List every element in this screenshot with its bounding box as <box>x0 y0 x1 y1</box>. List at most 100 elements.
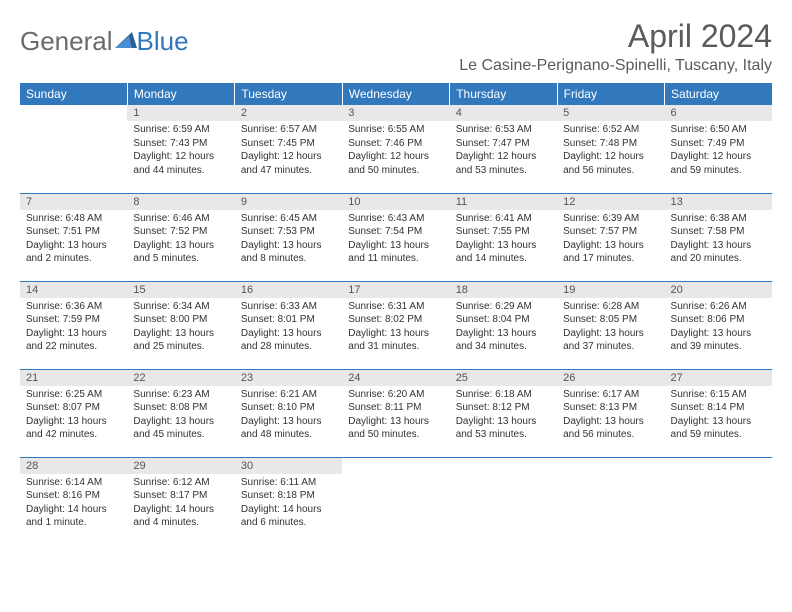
calendar-cell <box>20 105 127 193</box>
logo: General Blue <box>20 18 189 59</box>
day-number: 24 <box>342 370 449 386</box>
day-content: Sunrise: 6:52 AMSunset: 7:48 PMDaylight:… <box>557 121 664 181</box>
day-content: Sunrise: 6:36 AMSunset: 7:59 PMDaylight:… <box>20 298 127 358</box>
day-content: Sunrise: 6:34 AMSunset: 8:00 PMDaylight:… <box>127 298 234 358</box>
calendar-body: 1Sunrise: 6:59 AMSunset: 7:43 PMDaylight… <box>20 105 772 545</box>
day-number: 21 <box>20 370 127 386</box>
day-content: Sunrise: 6:41 AMSunset: 7:55 PMDaylight:… <box>450 210 557 270</box>
weekday-header: Friday <box>557 83 664 105</box>
day-number: 3 <box>342 105 449 121</box>
day-content: Sunrise: 6:48 AMSunset: 7:51 PMDaylight:… <box>20 210 127 270</box>
calendar-cell: 2Sunrise: 6:57 AMSunset: 7:45 PMDaylight… <box>235 105 342 193</box>
day-number: 6 <box>665 105 772 121</box>
calendar-cell: 26Sunrise: 6:17 AMSunset: 8:13 PMDayligh… <box>557 369 664 457</box>
calendar-cell: 7Sunrise: 6:48 AMSunset: 7:51 PMDaylight… <box>20 193 127 281</box>
day-content: Sunrise: 6:23 AMSunset: 8:08 PMDaylight:… <box>127 386 234 446</box>
calendar-cell: 21Sunrise: 6:25 AMSunset: 8:07 PMDayligh… <box>20 369 127 457</box>
day-number: 13 <box>665 194 772 210</box>
day-number: 19 <box>557 282 664 298</box>
calendar-cell <box>557 457 664 545</box>
calendar-cell: 17Sunrise: 6:31 AMSunset: 8:02 PMDayligh… <box>342 281 449 369</box>
logo-text-2: Blue <box>137 26 189 57</box>
calendar-cell: 12Sunrise: 6:39 AMSunset: 7:57 PMDayligh… <box>557 193 664 281</box>
day-content: Sunrise: 6:14 AMSunset: 8:16 PMDaylight:… <box>20 474 127 534</box>
calendar-cell: 29Sunrise: 6:12 AMSunset: 8:17 PMDayligh… <box>127 457 234 545</box>
day-number: 7 <box>20 194 127 210</box>
day-number: 23 <box>235 370 342 386</box>
day-content: Sunrise: 6:39 AMSunset: 7:57 PMDaylight:… <box>557 210 664 270</box>
calendar-cell <box>665 457 772 545</box>
weekday-header: Sunday <box>20 83 127 105</box>
calendar-cell: 14Sunrise: 6:36 AMSunset: 7:59 PMDayligh… <box>20 281 127 369</box>
calendar-cell: 22Sunrise: 6:23 AMSunset: 8:08 PMDayligh… <box>127 369 234 457</box>
day-number: 9 <box>235 194 342 210</box>
day-content: Sunrise: 6:15 AMSunset: 8:14 PMDaylight:… <box>665 386 772 446</box>
day-number: 12 <box>557 194 664 210</box>
calendar-cell: 15Sunrise: 6:34 AMSunset: 8:00 PMDayligh… <box>127 281 234 369</box>
day-content: Sunrise: 6:31 AMSunset: 8:02 PMDaylight:… <box>342 298 449 358</box>
day-content: Sunrise: 6:25 AMSunset: 8:07 PMDaylight:… <box>20 386 127 446</box>
logo-triangle-icon <box>115 24 137 55</box>
header: General Blue April 2024 Le Casine-Perign… <box>20 18 772 75</box>
day-content: Sunrise: 6:28 AMSunset: 8:05 PMDaylight:… <box>557 298 664 358</box>
day-content: Sunrise: 6:12 AMSunset: 8:17 PMDaylight:… <box>127 474 234 534</box>
calendar-cell: 30Sunrise: 6:11 AMSunset: 8:18 PMDayligh… <box>235 457 342 545</box>
day-number: 18 <box>450 282 557 298</box>
calendar-cell: 28Sunrise: 6:14 AMSunset: 8:16 PMDayligh… <box>20 457 127 545</box>
day-content: Sunrise: 6:59 AMSunset: 7:43 PMDaylight:… <box>127 121 234 181</box>
day-number: 30 <box>235 458 342 474</box>
day-number: 15 <box>127 282 234 298</box>
calendar-row: 14Sunrise: 6:36 AMSunset: 7:59 PMDayligh… <box>20 281 772 369</box>
calendar-row: 21Sunrise: 6:25 AMSunset: 8:07 PMDayligh… <box>20 369 772 457</box>
calendar-cell: 4Sunrise: 6:53 AMSunset: 7:47 PMDaylight… <box>450 105 557 193</box>
day-number: 4 <box>450 105 557 121</box>
calendar-table: SundayMondayTuesdayWednesdayThursdayFrid… <box>20 83 772 545</box>
day-content: Sunrise: 6:55 AMSunset: 7:46 PMDaylight:… <box>342 121 449 181</box>
day-content: Sunrise: 6:46 AMSunset: 7:52 PMDaylight:… <box>127 210 234 270</box>
calendar-cell: 3Sunrise: 6:55 AMSunset: 7:46 PMDaylight… <box>342 105 449 193</box>
day-number: 22 <box>127 370 234 386</box>
calendar-row: 1Sunrise: 6:59 AMSunset: 7:43 PMDaylight… <box>20 105 772 193</box>
day-content: Sunrise: 6:29 AMSunset: 8:04 PMDaylight:… <box>450 298 557 358</box>
day-number: 27 <box>665 370 772 386</box>
day-content: Sunrise: 6:17 AMSunset: 8:13 PMDaylight:… <box>557 386 664 446</box>
day-content: Sunrise: 6:20 AMSunset: 8:11 PMDaylight:… <box>342 386 449 446</box>
calendar-row: 28Sunrise: 6:14 AMSunset: 8:16 PMDayligh… <box>20 457 772 545</box>
day-content: Sunrise: 6:38 AMSunset: 7:58 PMDaylight:… <box>665 210 772 270</box>
day-number: 1 <box>127 105 234 121</box>
day-number: 28 <box>20 458 127 474</box>
calendar-cell <box>450 457 557 545</box>
calendar-row: 7Sunrise: 6:48 AMSunset: 7:51 PMDaylight… <box>20 193 772 281</box>
calendar-cell: 16Sunrise: 6:33 AMSunset: 8:01 PMDayligh… <box>235 281 342 369</box>
day-number: 29 <box>127 458 234 474</box>
title-block: April 2024 Le Casine-Perignano-Spinelli,… <box>459 18 772 75</box>
day-number: 11 <box>450 194 557 210</box>
calendar-cell: 5Sunrise: 6:52 AMSunset: 7:48 PMDaylight… <box>557 105 664 193</box>
calendar-cell: 10Sunrise: 6:43 AMSunset: 7:54 PMDayligh… <box>342 193 449 281</box>
weekday-header: Saturday <box>665 83 772 105</box>
day-number: 25 <box>450 370 557 386</box>
day-content: Sunrise: 6:21 AMSunset: 8:10 PMDaylight:… <box>235 386 342 446</box>
weekday-header: Tuesday <box>235 83 342 105</box>
calendar-cell: 24Sunrise: 6:20 AMSunset: 8:11 PMDayligh… <box>342 369 449 457</box>
day-content: Sunrise: 6:53 AMSunset: 7:47 PMDaylight:… <box>450 121 557 181</box>
calendar-cell: 1Sunrise: 6:59 AMSunset: 7:43 PMDaylight… <box>127 105 234 193</box>
day-content: Sunrise: 6:43 AMSunset: 7:54 PMDaylight:… <box>342 210 449 270</box>
day-number: 26 <box>557 370 664 386</box>
month-title: April 2024 <box>459 18 772 55</box>
day-content: Sunrise: 6:26 AMSunset: 8:06 PMDaylight:… <box>665 298 772 358</box>
calendar-cell: 13Sunrise: 6:38 AMSunset: 7:58 PMDayligh… <box>665 193 772 281</box>
day-number: 5 <box>557 105 664 121</box>
calendar-cell: 20Sunrise: 6:26 AMSunset: 8:06 PMDayligh… <box>665 281 772 369</box>
calendar-cell <box>342 457 449 545</box>
weekday-header: Monday <box>127 83 234 105</box>
day-content: Sunrise: 6:18 AMSunset: 8:12 PMDaylight:… <box>450 386 557 446</box>
calendar-cell: 9Sunrise: 6:45 AMSunset: 7:53 PMDaylight… <box>235 193 342 281</box>
calendar-cell: 23Sunrise: 6:21 AMSunset: 8:10 PMDayligh… <box>235 369 342 457</box>
weekday-header-row: SundayMondayTuesdayWednesdayThursdayFrid… <box>20 83 772 105</box>
day-content: Sunrise: 6:50 AMSunset: 7:49 PMDaylight:… <box>665 121 772 181</box>
calendar-cell: 11Sunrise: 6:41 AMSunset: 7:55 PMDayligh… <box>450 193 557 281</box>
location: Le Casine-Perignano-Spinelli, Tuscany, I… <box>459 57 772 75</box>
day-number: 8 <box>127 194 234 210</box>
calendar-cell: 19Sunrise: 6:28 AMSunset: 8:05 PMDayligh… <box>557 281 664 369</box>
